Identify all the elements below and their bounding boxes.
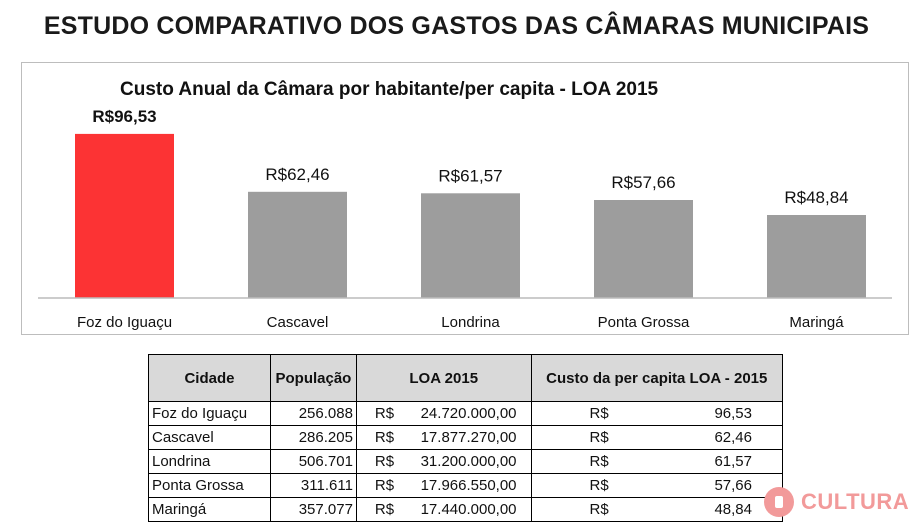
loa-amount: 17.966.550,00: [420, 477, 517, 494]
logo-text: CULTURA: [801, 489, 910, 514]
currency-symbol: R$: [589, 429, 609, 446]
cell-loa: R$ 17.440.000,00: [355, 497, 532, 522]
header-cidade: Cidade: [148, 354, 271, 402]
cell-populacao: 357.077: [269, 497, 357, 522]
cell-cidade: Maringá: [148, 497, 271, 522]
loa-amount: 17.877.270,00: [420, 429, 517, 446]
table-row: Maringá 357.077 R$ 17.440.000,00 R$ 48,84: [148, 497, 784, 522]
table-row: Cascavel 286.205 R$ 17.877.270,00 R$ 62,46: [148, 425, 784, 450]
logo-icon: [764, 487, 794, 517]
currency-symbol: R$: [589, 453, 609, 470]
table-row: Foz do Iguaçu 256.088 R$ 24.720.000,00 R$ 96,…: [148, 401, 784, 426]
category-label: Londrina: [441, 314, 500, 331]
chart-title: Custo Anual da Câmara por habitante/per …: [120, 79, 659, 100]
currency-symbol: R$: [374, 405, 395, 422]
category-label: Ponta Grossa: [598, 314, 690, 331]
per-capita-amount: 61,57: [714, 453, 752, 470]
cell-per-capita: R$ 96,53: [530, 401, 784, 426]
category-label: Maringá: [789, 314, 844, 331]
bar-value-label: R$48,84: [784, 188, 848, 207]
per-capita-amount: 48,84: [714, 501, 752, 518]
loa-amount: 31.200.000,00: [420, 453, 517, 470]
bar-value-label: R$61,57: [438, 166, 502, 185]
cell-cidade: Londrina: [148, 449, 271, 474]
bar-value-label: R$57,66: [611, 173, 675, 192]
cell-per-capita: R$ 48,84: [530, 497, 784, 522]
page-title: ESTUDO COMPARATIVO DOS GASTOS DAS CÂMARA…: [43, 12, 870, 40]
chart-panel: Custo Anual da Câmara por habitante/per …: [21, 62, 909, 335]
cell-loa: R$ 17.966.550,00: [355, 473, 532, 498]
cell-loa: R$ 17.877.270,00: [355, 425, 532, 450]
cell-populacao: 506.701: [269, 449, 357, 474]
bar-value-label: R$62,46: [265, 165, 329, 184]
currency-symbol: R$: [374, 477, 395, 494]
header-per-capita: Custo da per capita LOA - 2015: [530, 354, 784, 402]
bar: [248, 191, 347, 298]
bar: [75, 133, 174, 298]
bar-value-label: R$96,53: [92, 107, 156, 126]
per-capita-amount: 96,53: [714, 405, 752, 422]
category-label: Cascavel: [267, 314, 329, 331]
bar: [594, 200, 693, 298]
bar-chart: Custo Anual da Câmara por habitante/per …: [38, 79, 892, 331]
cell-per-capita: R$ 57,66: [530, 473, 784, 498]
per-capita-amount: 62,46: [714, 429, 752, 446]
bar: [421, 193, 520, 298]
table-row: Ponta Grossa 311.611 R$ 17.966.550,00 R$ 57,6…: [148, 473, 784, 498]
cell-cidade: Foz do Iguaçu: [148, 401, 271, 426]
data-table: Cidade População LOA 2015 Custo da per c…: [148, 354, 784, 522]
bar: [767, 215, 866, 298]
currency-symbol: R$: [589, 477, 609, 494]
cell-populacao: 311.611: [269, 473, 357, 498]
loa-amount: 17.440.000,00: [420, 501, 517, 518]
cell-populacao: 256.088: [269, 401, 357, 426]
currency-symbol: R$: [589, 501, 609, 518]
cell-loa: R$ 31.200.000,00: [355, 449, 532, 474]
currency-symbol: R$: [374, 429, 395, 446]
currency-symbol: R$: [589, 405, 609, 422]
per-capita-amount: 57,66: [714, 477, 752, 494]
cultura-logo: CULTURA: [764, 486, 910, 518]
cell-cidade: Cascavel: [148, 425, 271, 450]
cell-loa: R$ 24.720.000,00: [355, 401, 532, 426]
cell-per-capita: R$ 61,57: [530, 449, 784, 474]
cell-cidade: Ponta Grossa: [148, 473, 271, 498]
loa-amount: 24.720.000,00: [420, 405, 517, 422]
table-header-row: Cidade População LOA 2015 Custo da per c…: [148, 354, 784, 402]
header-loa: LOA 2015: [355, 354, 532, 402]
table-row: Londrina 506.701 R$ 31.200.000,00 R$ 61,57: [148, 449, 784, 474]
cell-per-capita: R$ 62,46: [530, 425, 784, 450]
cell-populacao: 286.205: [269, 425, 357, 450]
header-populacao: População: [269, 354, 357, 402]
currency-symbol: R$: [374, 501, 395, 518]
category-label: Foz do Iguaçu: [77, 314, 172, 331]
currency-symbol: R$: [374, 453, 395, 470]
